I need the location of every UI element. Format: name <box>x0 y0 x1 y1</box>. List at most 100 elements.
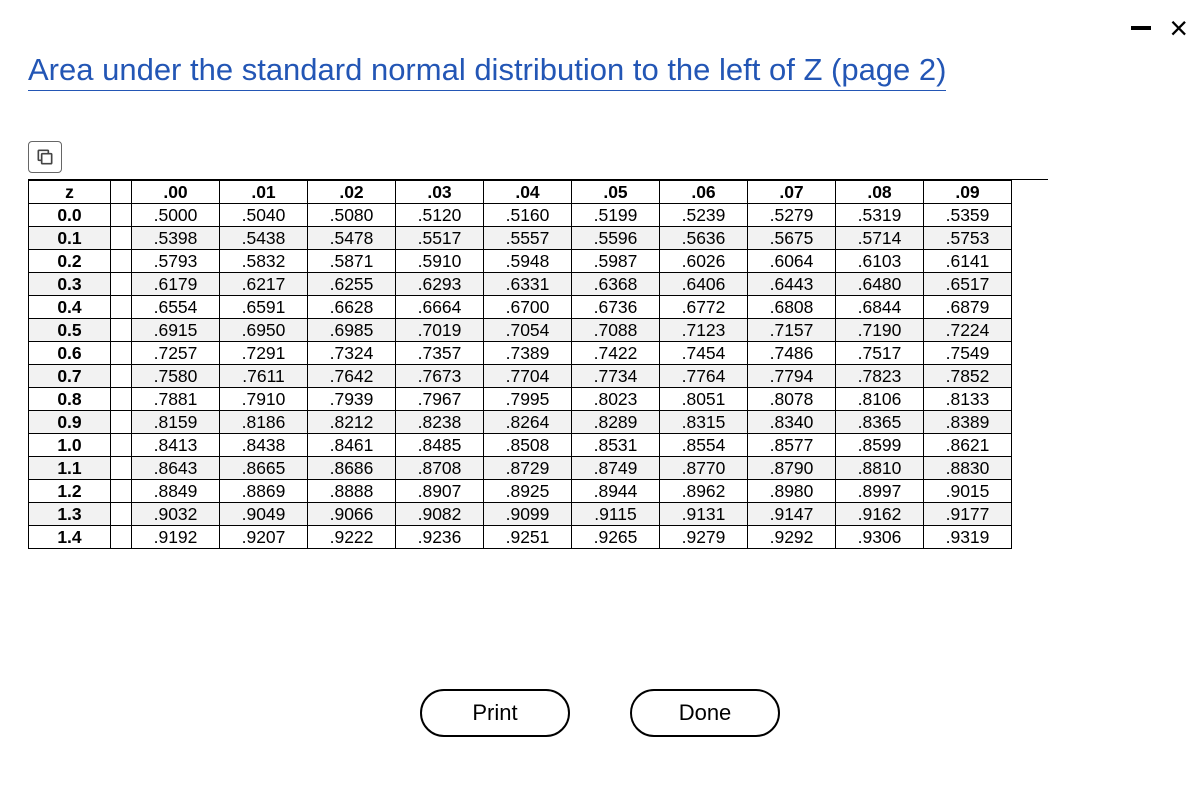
table-cell: .9162 <box>836 503 924 526</box>
table-cell: .6480 <box>836 273 924 296</box>
table-cell: .8531 <box>572 434 660 457</box>
separator <box>111 181 132 204</box>
table-cell: .7422 <box>572 342 660 365</box>
table-cell: .9177 <box>924 503 1012 526</box>
table-cell: .8869 <box>220 480 308 503</box>
table-cell: .6844 <box>836 296 924 319</box>
table-cell: .8315 <box>660 411 748 434</box>
table-cell: .8289 <box>572 411 660 434</box>
table-cell: .8980 <box>748 480 836 503</box>
minimize-icon[interactable] <box>1131 26 1151 30</box>
table-cell: .8729 <box>484 457 572 480</box>
separator <box>111 526 132 549</box>
table-cell: .5279 <box>748 204 836 227</box>
table-cell: .7580 <box>132 365 220 388</box>
table-cell: .5398 <box>132 227 220 250</box>
z-label: 1.1 <box>29 457 111 480</box>
table-cell: .8389 <box>924 411 1012 434</box>
table-cell: .5714 <box>836 227 924 250</box>
table-cell: .5987 <box>572 250 660 273</box>
table-cell: .8665 <box>220 457 308 480</box>
table-cell: .9236 <box>396 526 484 549</box>
table-cell: .6026 <box>660 250 748 273</box>
done-button[interactable]: Done <box>630 689 780 737</box>
table-cell: .8944 <box>572 480 660 503</box>
z-label: 1.0 <box>29 434 111 457</box>
table-cell: .5871 <box>308 250 396 273</box>
table-cell: .9115 <box>572 503 660 526</box>
separator <box>111 457 132 480</box>
table-cell: .8264 <box>484 411 572 434</box>
separator <box>111 342 132 365</box>
table-cell: .8810 <box>836 457 924 480</box>
separator <box>111 204 132 227</box>
table-cell: .7389 <box>484 342 572 365</box>
table-cell: .7291 <box>220 342 308 365</box>
table-cell: .5438 <box>220 227 308 250</box>
table-cell: .8365 <box>836 411 924 434</box>
col-header: .05 <box>572 181 660 204</box>
table-cell: .7517 <box>836 342 924 365</box>
table-cell: .5636 <box>660 227 748 250</box>
table-cell: .5910 <box>396 250 484 273</box>
z-label: 0.0 <box>29 204 111 227</box>
separator <box>111 388 132 411</box>
table-cell: .8643 <box>132 457 220 480</box>
table-cell: .5832 <box>220 250 308 273</box>
col-header: .03 <box>396 181 484 204</box>
table-cell: .6293 <box>396 273 484 296</box>
table-cell: .9222 <box>308 526 396 549</box>
separator <box>111 365 132 388</box>
close-icon[interactable]: × <box>1169 18 1188 38</box>
copy-icon[interactable] <box>28 141 62 173</box>
z-label: 0.5 <box>29 319 111 342</box>
print-button[interactable]: Print <box>420 689 570 737</box>
table-cell: .7611 <box>220 365 308 388</box>
col-header: .02 <box>308 181 396 204</box>
table-cell: .6443 <box>748 273 836 296</box>
table-cell: .8888 <box>308 480 396 503</box>
separator <box>111 503 132 526</box>
table-cell: .7967 <box>396 388 484 411</box>
table-cell: .5040 <box>220 204 308 227</box>
table-cell: .5753 <box>924 227 1012 250</box>
table-cell: .5359 <box>924 204 1012 227</box>
table-cell: .8438 <box>220 434 308 457</box>
table-cell: .7224 <box>924 319 1012 342</box>
table-cell: .6628 <box>308 296 396 319</box>
col-header: .07 <box>748 181 836 204</box>
table-cell: .6406 <box>660 273 748 296</box>
col-header: .01 <box>220 181 308 204</box>
table-cell: .9015 <box>924 480 1012 503</box>
page-title: Area under the standard normal distribut… <box>28 52 946 91</box>
table-cell: .7123 <box>660 319 748 342</box>
table-cell: .8907 <box>396 480 484 503</box>
table-cell: .5319 <box>836 204 924 227</box>
table-cell: .7995 <box>484 388 572 411</box>
separator <box>111 319 132 342</box>
table-cell: .7704 <box>484 365 572 388</box>
table-cell: .8997 <box>836 480 924 503</box>
table-cell: .7357 <box>396 342 484 365</box>
z-label: 1.3 <box>29 503 111 526</box>
z-label: 0.6 <box>29 342 111 365</box>
table-cell: .8770 <box>660 457 748 480</box>
table-cell: .5596 <box>572 227 660 250</box>
table-cell: .7852 <box>924 365 1012 388</box>
separator <box>111 411 132 434</box>
table-cell: .6064 <box>748 250 836 273</box>
col-header: .09 <box>924 181 1012 204</box>
table-cell: .9066 <box>308 503 396 526</box>
table-cell: .8790 <box>748 457 836 480</box>
table-cell: .8849 <box>132 480 220 503</box>
table-cell: .5793 <box>132 250 220 273</box>
z-label: 0.3 <box>29 273 111 296</box>
table-cell: .8621 <box>924 434 1012 457</box>
col-header: .06 <box>660 181 748 204</box>
z-label: 1.2 <box>29 480 111 503</box>
table-cell: .7939 <box>308 388 396 411</box>
table-cell: .8078 <box>748 388 836 411</box>
table-cell: .6915 <box>132 319 220 342</box>
table-cell: .7642 <box>308 365 396 388</box>
table-cell: .8508 <box>484 434 572 457</box>
